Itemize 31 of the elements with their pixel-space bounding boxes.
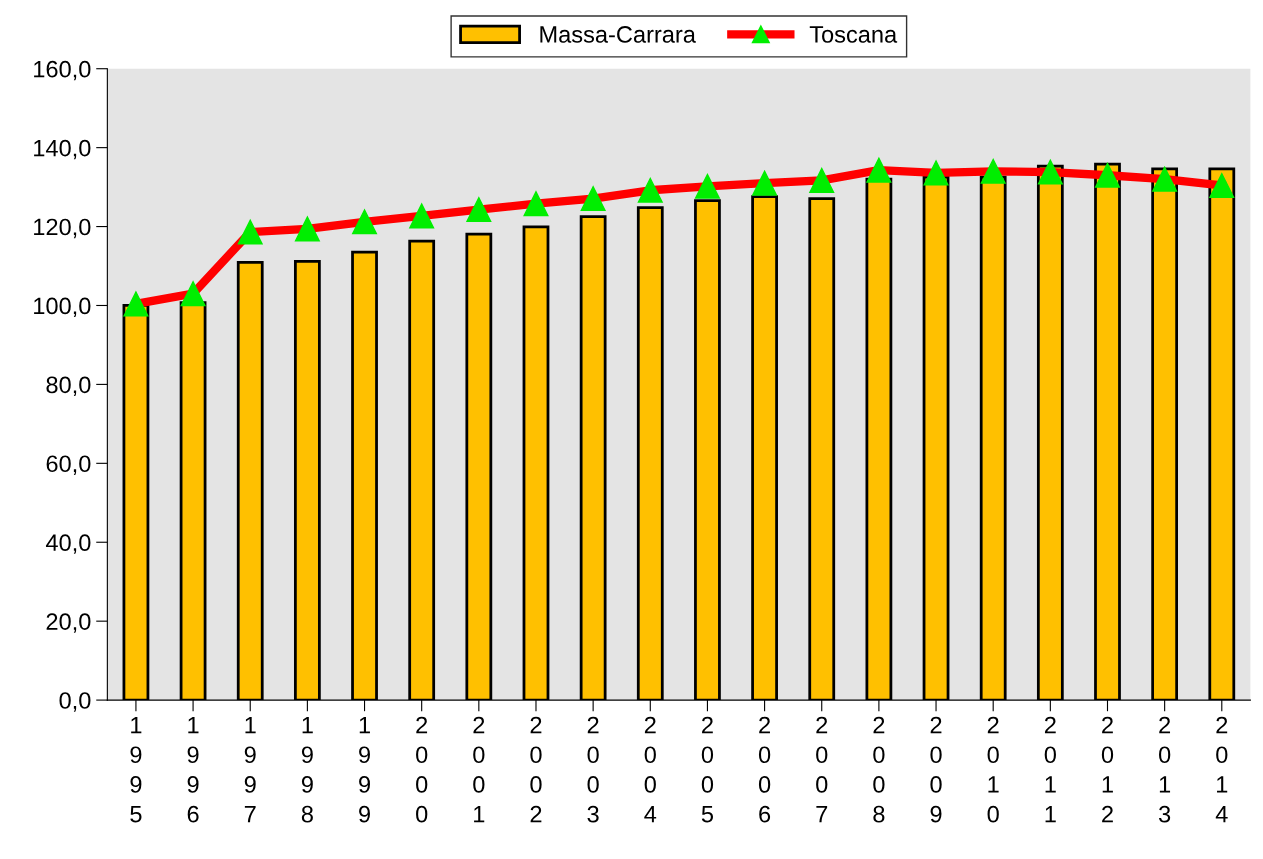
x-tick-label: 2007 xyxy=(816,716,828,823)
x-tick-label: 2008 xyxy=(873,716,885,823)
y-tick-label: 60,0 xyxy=(46,455,91,475)
x-tick-label: 2001 xyxy=(473,716,485,823)
y-tick-label: 80,0 xyxy=(46,376,91,396)
x-tick-label: 2000 xyxy=(416,716,428,823)
y-tick-label: 160,0 xyxy=(34,60,91,81)
y-tick-label: 0,0 xyxy=(59,692,91,712)
x-tick-label: 2011 xyxy=(1044,716,1056,823)
x-tick-label: 2012 xyxy=(1101,716,1114,823)
x-tick-label: 1998 xyxy=(301,716,313,823)
x-tick-label: 2003 xyxy=(587,716,599,823)
x-tick-label: 2005 xyxy=(701,716,714,823)
legend-label: Massa-Carrara xyxy=(540,26,696,43)
x-tick-label: 2002 xyxy=(530,716,542,823)
y-tick-label: 140,0 xyxy=(34,139,91,160)
y-tick-label: 100,0 xyxy=(34,297,91,318)
x-tick-label: 2009 xyxy=(930,716,942,823)
y-tick-label: 120,0 xyxy=(34,218,91,239)
x-tick-label: 2004 xyxy=(644,716,657,823)
x-tick-label: 2006 xyxy=(758,716,771,823)
legend-label: Toscana xyxy=(809,26,898,43)
x-tick-label: 1997 xyxy=(244,716,256,823)
x-tick-label: 1999 xyxy=(359,716,370,823)
x-tick-label: 2013 xyxy=(1158,716,1171,823)
x-tick-label: 2010 xyxy=(987,716,999,823)
x-tick-label: 1995 xyxy=(130,716,142,823)
y-tick-label: 40,0 xyxy=(45,534,91,554)
y-tick-label: 20,0 xyxy=(46,613,91,633)
x-tick-label: 2014 xyxy=(1215,716,1228,823)
x-tick-label: 1996 xyxy=(187,716,199,823)
